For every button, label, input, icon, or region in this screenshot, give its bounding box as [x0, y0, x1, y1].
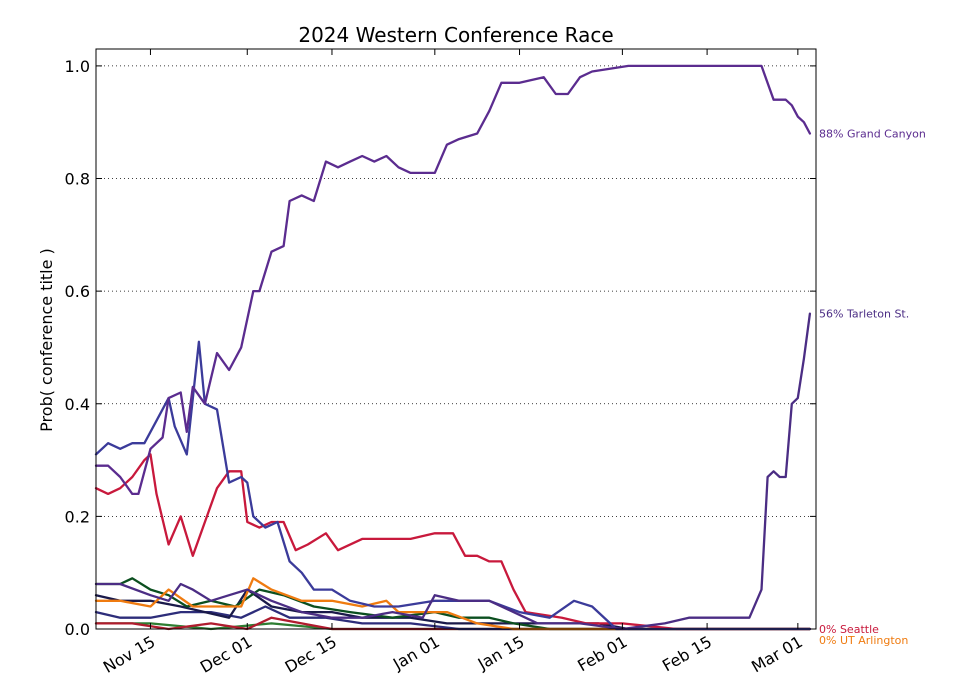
- x-tick-label: Feb 01: [574, 632, 630, 675]
- series-end-label: 0% Seattle: [819, 623, 879, 636]
- series-end-label: 56% Tarleton St.: [819, 308, 909, 321]
- series-line-1: [94, 64, 812, 496]
- chart-title: 2024 Western Conference Race: [298, 23, 613, 47]
- x-tick-label: Nov 15: [100, 632, 159, 677]
- x-tick-label: Mar 01: [748, 632, 806, 676]
- series-line-2: [94, 312, 812, 631]
- y-tick-label: 0.6: [65, 282, 90, 301]
- series-line-4: [94, 453, 812, 631]
- series-end-label: 88% Grand Canyon: [819, 127, 926, 140]
- axes: 0.0 0.2 0.4 0.6 0.8 1.0 Nov 15 Dec 01 Dec 15 Jan …: [65, 49, 816, 677]
- y-tick-label: 0.4: [65, 395, 90, 414]
- y-tick-label: 1.0: [65, 57, 90, 76]
- x-tick-label: Jan 15: [474, 632, 528, 674]
- series-line-6: [94, 577, 812, 631]
- series-line-8: [94, 605, 812, 631]
- y-tick-label: 0.0: [65, 620, 90, 639]
- series-line-3: [94, 340, 812, 631]
- end-labels: 88% Grand Canyon 56% Tarleton St. 0% Seatt…: [819, 127, 926, 647]
- x-tick-label: Dec 15: [282, 632, 340, 677]
- series-end-label: 0% UT Arlington: [819, 634, 908, 647]
- y-tick-label: 0.8: [65, 170, 90, 189]
- x-tick-label: Dec 01: [197, 632, 255, 677]
- x-tick-label: Feb 15: [659, 632, 715, 675]
- y-axis-label: Prob( conference title ): [37, 248, 56, 432]
- plot-frame: [95, 48, 817, 630]
- series-line-5: [94, 577, 812, 631]
- gridlines: [96, 65, 816, 517]
- series-lines: [94, 64, 812, 631]
- x-tick-label: Jan 01: [389, 632, 443, 674]
- y-tick-label: 0.2: [65, 507, 90, 526]
